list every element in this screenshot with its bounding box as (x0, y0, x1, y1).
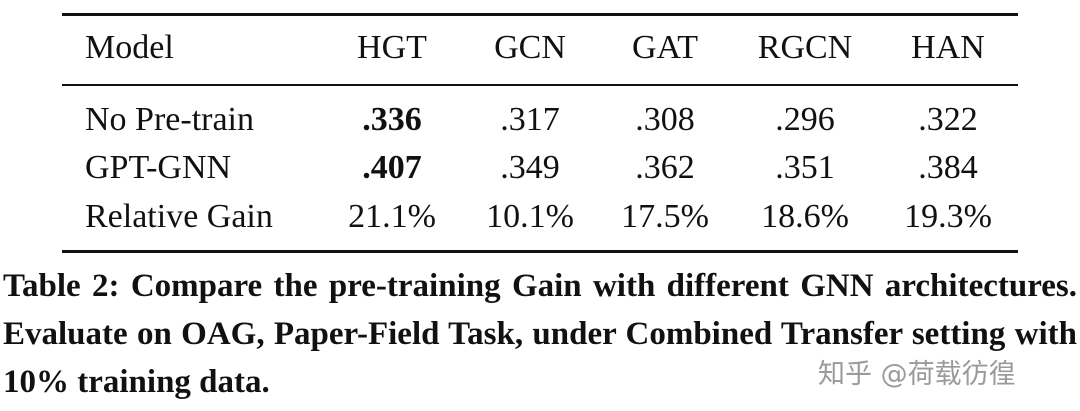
value-cell: .336 (362, 101, 422, 138)
value-cell: 19.3% (904, 198, 992, 235)
value-cell: .308 (635, 101, 695, 138)
header-cell: HGT (357, 29, 427, 66)
value-cell: .349 (500, 149, 560, 186)
value-cell: .351 (775, 149, 835, 186)
value-cell: .384 (918, 149, 978, 186)
header-cell: GCN (494, 29, 566, 66)
top-rule (62, 13, 1018, 16)
value-cell: .322 (918, 101, 978, 138)
header-cell: Model (85, 29, 174, 66)
caption: Table 2: Compare the pre-training Gain w… (3, 268, 1077, 400)
header-rule (62, 84, 1018, 86)
value-cell: .407 (362, 149, 422, 186)
header-cell: GAT (631, 29, 699, 66)
row-label: GPT-GNN (85, 149, 232, 186)
watermark: 知乎 @荷载彷徨 (818, 359, 1016, 390)
value-cell: .317 (500, 101, 560, 138)
header-cell: HAN (911, 29, 985, 66)
value-cell: 10.1% (486, 198, 574, 235)
value-cell: .362 (635, 149, 695, 186)
value-cell: 21.1% (348, 198, 436, 235)
row-label: Relative Gain (85, 198, 273, 235)
value-cell: .296 (775, 101, 835, 138)
value-cell: 17.5% (621, 198, 709, 235)
value-cell: 18.6% (761, 198, 849, 235)
bottom-rule (62, 250, 1018, 253)
row-label: No Pre-train (85, 101, 255, 138)
header-cell: RGCN (757, 29, 853, 66)
